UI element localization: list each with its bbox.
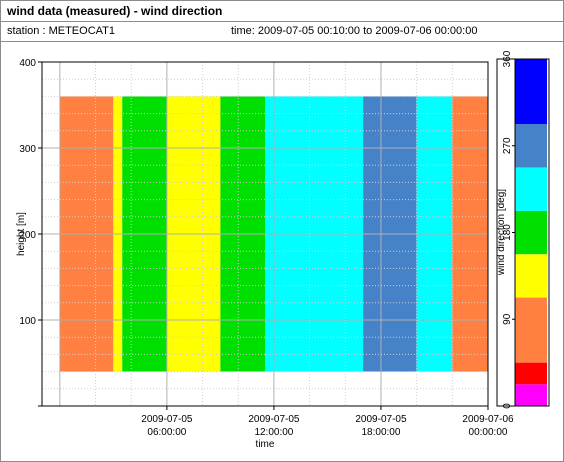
colorbar-tick-label: 270 xyxy=(502,137,513,154)
x-tick-label: 12:00:00 xyxy=(254,427,293,438)
title-bar: wind data (measured) - wind direction xyxy=(1,1,563,22)
colorbar-tick-label: 180 xyxy=(502,224,513,241)
colorbar-bin xyxy=(515,254,547,298)
colorbar-bin xyxy=(515,297,547,363)
x-tick-label: 2009-07-06 xyxy=(462,414,514,425)
x-tick-label: 00:00:00 xyxy=(469,427,508,438)
y-tick-label: 100 xyxy=(19,316,36,327)
y-axis-ticks: 100 200 300 400 xyxy=(19,58,42,407)
colorbar-bin xyxy=(515,59,547,125)
time-range-label: time: 2009-07-05 00:10:00 to 2009-07-06 … xyxy=(231,25,478,37)
x-tick-label: 2009-07-05 xyxy=(355,414,407,425)
y-tick-label: 300 xyxy=(19,144,36,155)
colorbar-tick-label: 90 xyxy=(502,313,513,325)
x-tick-label: 2009-07-05 xyxy=(141,414,193,425)
y-tick-label: 400 xyxy=(19,58,36,69)
station-label: station : METEOCAT1 xyxy=(7,25,115,37)
x-tick-label: 2009-07-05 xyxy=(248,414,300,425)
y-tick-label: 200 xyxy=(19,230,36,241)
x-axis-title: time xyxy=(256,439,275,450)
grid-lines xyxy=(42,62,489,406)
chart-title: wind data (measured) - wind direction xyxy=(7,4,223,18)
x-tick-label: 18:00:00 xyxy=(361,427,400,438)
colorbar-bin xyxy=(515,384,547,406)
colorbar-bin xyxy=(515,124,547,168)
x-tick-label: 06:00:00 xyxy=(147,427,186,438)
colorbar-title: wind direction [deg] xyxy=(496,189,507,276)
y-axis-title: height [m] xyxy=(16,212,27,256)
colorbar-bin xyxy=(515,210,547,255)
colorbar-bin xyxy=(515,362,547,385)
colorbar-bin xyxy=(515,167,547,211)
colorbar-border xyxy=(496,58,550,407)
info-bar: station : METEOCAT1 time: 2009-07-05 00:… xyxy=(1,22,563,42)
x-axis-ticks: 2009-07-05 06:00:00 2009-07-05 12:00:00 2009… xyxy=(141,406,514,438)
